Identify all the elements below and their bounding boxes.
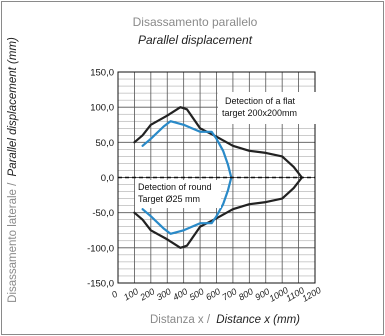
flat-target-annotation-box xyxy=(218,92,320,124)
flat-target-annotation: Detection of a flat target 200x200mm xyxy=(222,96,298,118)
chart-subtitle: Parallel displacement xyxy=(138,33,253,47)
round-target-annotation-line1: Detection of round xyxy=(138,182,212,192)
round-target-annotation-line2: Target Ø25 mm xyxy=(138,194,200,204)
y-tick-label: -100,0 xyxy=(87,243,114,254)
y-tick-label: 100,0 xyxy=(90,103,114,114)
series-line xyxy=(141,176,233,235)
series-line xyxy=(141,120,233,179)
flat-target-annotation-line1: Detection of a flat xyxy=(225,96,296,106)
y-tick-labels: 150,0 100,0 50,0 0,0 -50,0 -100,0 -150,0 xyxy=(87,68,114,290)
series-lines xyxy=(133,106,303,249)
y-tick-label: -50,0 xyxy=(92,208,114,219)
x-tick-label: 0 xyxy=(110,289,119,300)
y-tick-label: -150,0 xyxy=(87,279,114,290)
y-tick-label: 50,0 xyxy=(96,138,115,149)
y-axis-label-it: Disassamento laterale / xyxy=(7,182,19,303)
plot-border xyxy=(117,71,316,284)
y-axis-label: Disassamento laterale / Parallel displac… xyxy=(7,37,19,303)
round-target-annotation-box xyxy=(135,180,221,208)
y-axis-label-en: Parallel displacement (mm) xyxy=(7,37,19,176)
x-axis-label: Distanza x / Distance x (mm) xyxy=(150,314,300,326)
chart-title: Disassamento parallelo xyxy=(133,15,258,29)
x-axis-label-it: Distanza x / xyxy=(150,314,211,326)
y-tick-label: 150,0 xyxy=(90,68,114,79)
x-axis-label-en: Distance x (mm) xyxy=(216,314,300,326)
flat-target-annotation-line2: target 200x200mm xyxy=(222,108,297,118)
y-tick-label: 0,0 xyxy=(101,173,114,184)
round-target-annotation: Detection of round Target Ø25 mm xyxy=(138,182,214,204)
